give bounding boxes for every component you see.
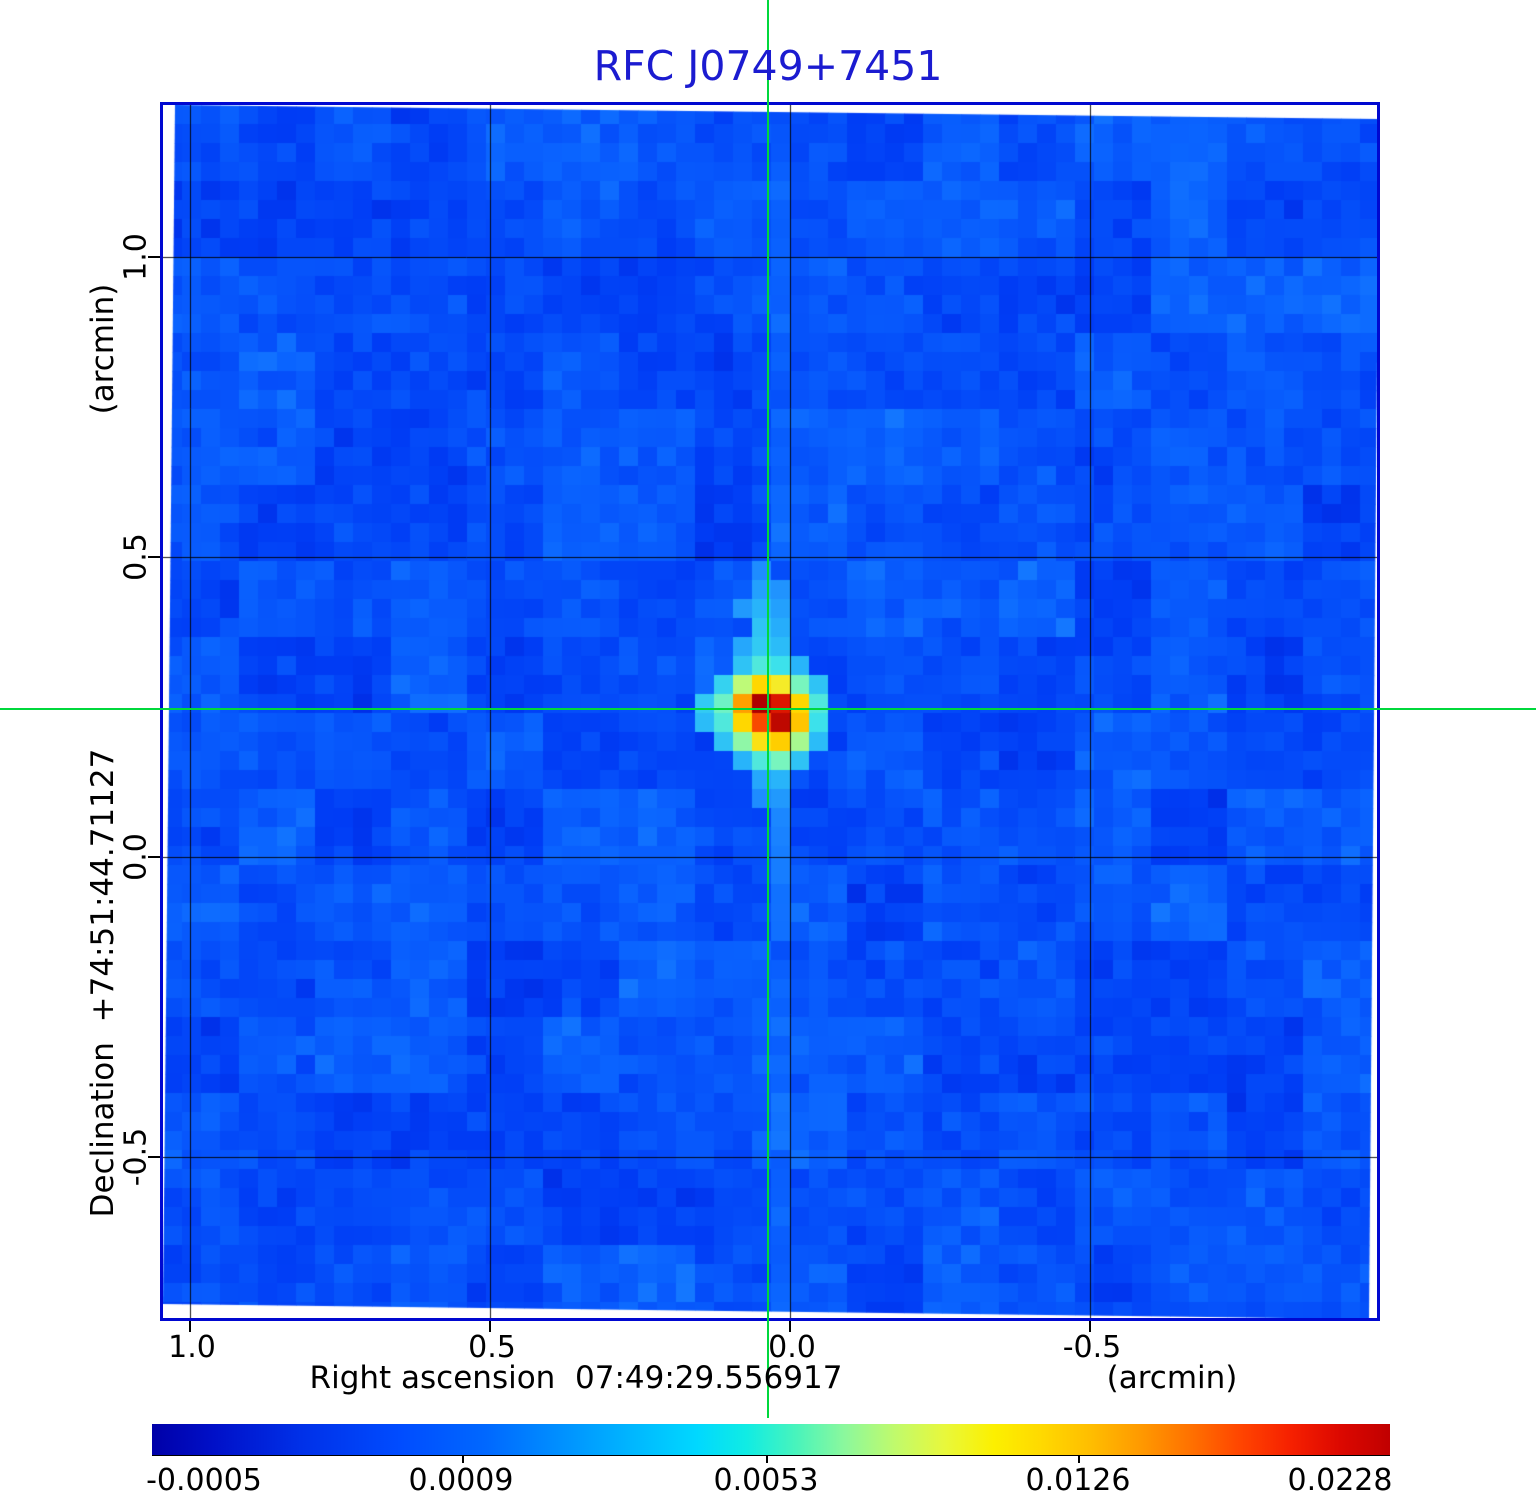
x-tick-label: 0.5 xyxy=(468,1330,516,1365)
colorbar-label: 0.0228 xyxy=(1287,1463,1393,1498)
sky-map-canvas xyxy=(163,105,1377,1318)
y-tick-label: 1.0 xyxy=(118,233,154,281)
x-axis-title: Right ascension 07:49:29.556917 xyxy=(309,1360,843,1396)
colorbar-label: 0.0009 xyxy=(408,1463,514,1498)
y-tick xyxy=(148,856,160,858)
y-axis-unit: (arcmin) xyxy=(85,283,121,415)
colorbar xyxy=(152,1424,1390,1456)
plot-frame xyxy=(160,102,1380,1321)
x-axis-unit: (arcmin) xyxy=(1106,1360,1238,1396)
y-tick xyxy=(148,556,160,558)
colorbar-tick xyxy=(1078,1455,1080,1463)
colorbar-tick xyxy=(766,1455,768,1463)
x-tick-label: 1.0 xyxy=(168,1330,216,1365)
x-tick xyxy=(789,1321,791,1332)
x-tick-label: 0.0 xyxy=(768,1330,816,1365)
colorbar-label: 0.0126 xyxy=(1025,1463,1131,1498)
y-tick-label: -0.5 xyxy=(118,1127,154,1187)
crosshair-horizontal-line xyxy=(0,708,1536,710)
x-tick xyxy=(1089,1321,1091,1332)
colorbar-tick xyxy=(462,1455,464,1463)
y-tick-label: 0.0 xyxy=(118,833,154,881)
x-tick xyxy=(489,1321,491,1332)
x-tick xyxy=(189,1321,191,1332)
colorbar-label: -0.0005 xyxy=(146,1463,262,1498)
y-axis-title: Declination +74:51:44.71127 xyxy=(85,748,121,1218)
x-tick-label: -0.5 xyxy=(1062,1330,1122,1365)
y-tick xyxy=(148,256,160,258)
y-tick xyxy=(148,1156,160,1158)
y-tick-label: 0.5 xyxy=(118,533,154,581)
colorbar-label: 0.0053 xyxy=(713,1463,819,1498)
figure-title: RFC J0749+7451 xyxy=(593,42,943,90)
